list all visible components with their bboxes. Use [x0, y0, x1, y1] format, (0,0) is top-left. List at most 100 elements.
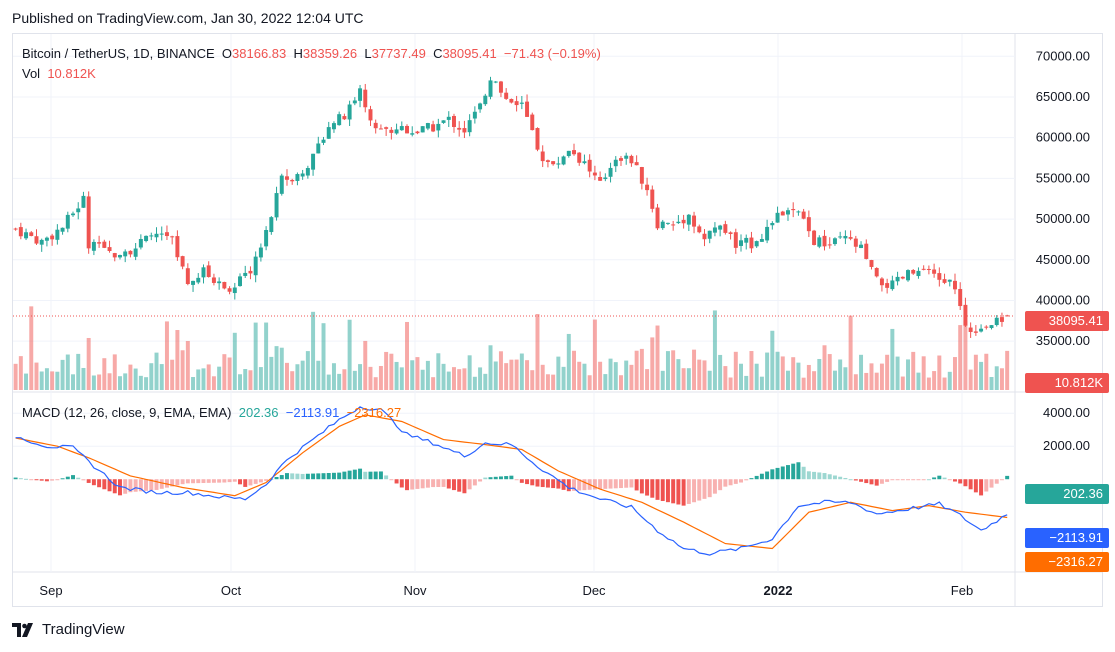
brand-footer[interactable]: TradingView [12, 621, 125, 638]
macd-histogram-bar [186, 479, 190, 483]
candle-body [29, 232, 33, 236]
macd-histogram-bar [494, 477, 498, 479]
volume-bar [363, 341, 367, 390]
volume-bar [35, 363, 39, 390]
volume-bar [170, 360, 174, 390]
tradingview-logo-icon [12, 623, 36, 637]
macd-histogram-bar [452, 479, 456, 490]
macd-histogram-bar [515, 479, 519, 480]
volume-bar [421, 370, 425, 390]
volume-bar [995, 366, 999, 390]
candle-body [186, 268, 190, 284]
volume-bar [165, 321, 169, 390]
candle-body [833, 238, 837, 244]
candle-body [609, 168, 613, 177]
candle-body [144, 236, 148, 241]
candle-body [337, 114, 341, 125]
volume-bar [97, 374, 101, 390]
volume-bar [729, 377, 733, 390]
volume-bar [457, 369, 461, 390]
volume-bar [817, 359, 821, 390]
candle-body [504, 93, 508, 99]
volume-bar [113, 354, 117, 390]
candle-body [567, 151, 571, 156]
volume-bar [896, 357, 900, 390]
macd-histogram-bar [275, 477, 279, 479]
macd-histogram-bar [50, 479, 54, 480]
candle-body [468, 120, 472, 132]
macd-histogram-bar [995, 479, 999, 483]
volume-bar [332, 363, 336, 390]
macd-histogram-bar [963, 479, 967, 486]
volume-bar [108, 373, 112, 390]
candle-body [854, 239, 858, 247]
macd-histogram-bar [744, 479, 748, 480]
candle-body [410, 133, 414, 134]
macd-histogram-bar [113, 479, 117, 493]
high-value: 38359.26 [303, 46, 357, 61]
candle-body [530, 115, 534, 131]
volume-bar [984, 354, 988, 390]
volume-bar [796, 363, 800, 390]
macd-histogram-bar [389, 479, 393, 480]
macd-histogram-bar [958, 479, 962, 483]
volume-bar [149, 363, 153, 390]
volume-bar [650, 337, 654, 390]
volume-bar [118, 376, 122, 390]
candle-body [447, 117, 451, 120]
candle-body [457, 128, 461, 130]
candle-body [974, 331, 978, 332]
macd-histogram-bar [645, 479, 649, 495]
volume-bar [880, 364, 884, 390]
low-value: 37737.49 [372, 46, 426, 61]
candle-body [927, 269, 931, 270]
candle-body [603, 177, 607, 179]
volume-label[interactable]: Vol [22, 66, 40, 81]
candle-body [254, 257, 258, 276]
candle-body [661, 222, 665, 228]
volume-bar [734, 352, 738, 390]
macd-histogram-bar [697, 479, 701, 500]
volume-bar [264, 323, 268, 390]
candle-body [301, 174, 305, 177]
macd-histogram-bar [791, 464, 795, 480]
candle-body [311, 154, 315, 170]
volume-bar [619, 375, 623, 390]
volume-bar [708, 371, 712, 390]
macd-title[interactable]: MACD (12, 26, close, 9, EMA, EMA) [22, 405, 232, 420]
candle-body [577, 153, 581, 163]
candle-body [442, 120, 446, 123]
macd-histogram-bar [196, 479, 200, 483]
close-value: 38095.41 [442, 46, 496, 61]
macd-histogram-bar [864, 479, 868, 483]
candle-body [551, 161, 555, 164]
volume-bar [24, 374, 28, 390]
volume-bar [948, 372, 952, 390]
candle-body [275, 193, 279, 217]
open-value: 38166.83 [232, 46, 286, 61]
macd-histogram-bar [859, 479, 863, 482]
candle-body [739, 240, 743, 246]
macd-line [16, 407, 1008, 555]
candle-body [332, 123, 336, 129]
macd-histogram-bar [843, 478, 847, 479]
candle-body [374, 123, 378, 128]
candle-body [781, 212, 785, 216]
symbol-title[interactable]: Bitcoin / TetherUS, 1D, BINANCE [22, 46, 215, 61]
volume-bar [494, 361, 498, 390]
volume-bar [567, 334, 571, 390]
volume-bar [14, 364, 18, 390]
macd-histogram-bar [619, 479, 623, 488]
chart-canvas[interactable]: 70000.0065000.0060000.0055000.0050000.00… [0, 0, 1115, 652]
volume-bar [248, 370, 252, 390]
macd-histogram-bar [285, 473, 289, 479]
volume-bar [447, 372, 451, 390]
candle-body [791, 209, 795, 210]
volume-bar [864, 373, 868, 390]
volume-bar [337, 374, 341, 390]
volume-bar [551, 375, 555, 390]
candle-body [108, 247, 112, 251]
candle-body [431, 124, 435, 131]
macd-histogram-bar [384, 475, 388, 479]
macd-tick-label: 4000.00 [1043, 405, 1090, 420]
